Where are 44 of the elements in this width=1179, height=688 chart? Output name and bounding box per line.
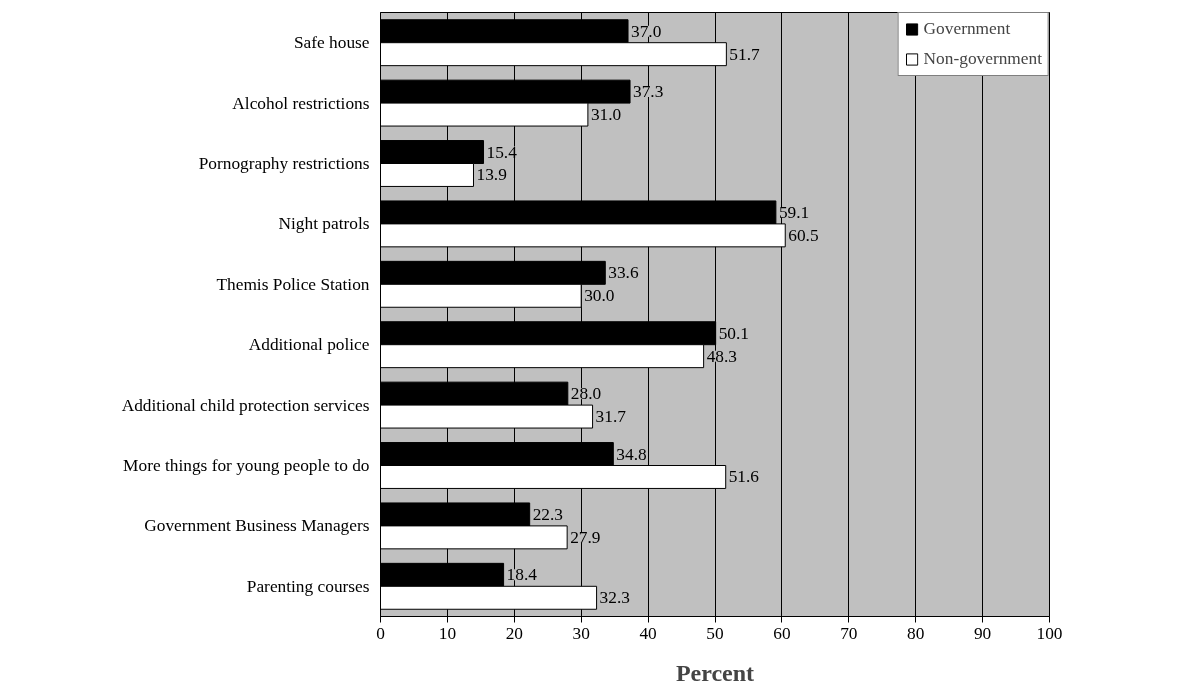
data-label: 18.4: [506, 565, 538, 585]
data-label: 60.5: [788, 225, 819, 245]
data-label: 31.0: [590, 105, 622, 125]
data-label: 30.0: [584, 286, 615, 306]
data-label: 27.9: [570, 527, 601, 547]
data-label: 37.0: [631, 21, 662, 41]
y-tick-label: More things for young people to do: [123, 456, 370, 475]
x-tick-label: 100: [1036, 623, 1063, 643]
y-tick-label: Parenting courses: [246, 576, 370, 596]
data-label: 31.7: [595, 407, 627, 427]
x-tick-label: 20: [505, 623, 523, 643]
data-label: 48.3: [706, 346, 737, 366]
y-tick-label: Additional child protection services: [121, 395, 370, 415]
y-tick-label: Themis Police Station: [216, 274, 370, 294]
data-label: 13.9: [476, 165, 507, 185]
data-label: 15.4: [486, 142, 518, 162]
x-tick-label: 30: [572, 623, 590, 643]
y-tick-label: Safe house: [293, 33, 370, 53]
y-tick-label: Additional police: [248, 335, 370, 355]
y-tick-label: Pornography restrictions: [198, 154, 370, 173]
data-label: 59.1: [778, 202, 810, 222]
data-label: 34.8: [616, 444, 647, 464]
data-label: 51.6: [728, 467, 760, 487]
data-label: 37.3: [633, 82, 664, 102]
data-label: 51.7: [729, 44, 761, 64]
x-tick-label: 10: [438, 623, 457, 643]
x-tick-label: 80: [907, 623, 925, 643]
x-tick-label: 70: [840, 623, 858, 643]
y-tick-label: Night patrols: [278, 214, 370, 234]
legend-label: Government: [923, 19, 1011, 39]
data-label: 22.3: [532, 504, 564, 524]
data-label: 28.0: [570, 384, 602, 404]
x-tick-label: 40: [639, 623, 657, 643]
data-label: 33.6: [608, 263, 639, 283]
data-label: 50.1: [718, 323, 749, 343]
x-tick-label: 0: [376, 623, 385, 643]
legend-label: Non-government: [923, 49, 1042, 69]
y-tick-label: Government Business Managers: [144, 516, 370, 536]
x-axis-title: Percent: [675, 659, 755, 686]
x-tick-label: 50: [706, 623, 724, 643]
x-tick-label: 60: [773, 623, 791, 643]
y-tick-label: Alcohol restrictions: [232, 93, 370, 113]
x-tick-label: 90: [973, 623, 992, 643]
data-label: 32.3: [599, 588, 630, 608]
